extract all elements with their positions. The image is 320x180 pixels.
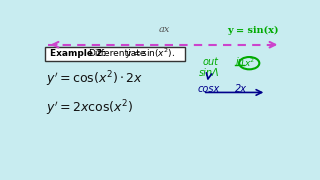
Text: $y' = \cos(x^2) \cdot 2x$: $y' = \cos(x^2) \cdot 2x$ — [46, 69, 144, 89]
Text: Example 2:: Example 2: — [50, 50, 106, 59]
Text: 2x: 2x — [235, 84, 247, 94]
Text: in: in — [235, 57, 244, 67]
Text: $y = \sin(x^2)$.: $y = \sin(x^2)$. — [125, 47, 176, 61]
Text: Differentiate: Differentiate — [88, 50, 146, 59]
Text: sinΛ: sinΛ — [199, 68, 220, 78]
Text: $y' = 2x\cos(x^2)$: $y' = 2x\cos(x^2)$ — [46, 98, 133, 118]
Text: cosx: cosx — [197, 84, 220, 94]
Text: y = sin(x): y = sin(x) — [227, 25, 279, 35]
Text: ax: ax — [158, 25, 170, 34]
Text: out: out — [203, 57, 219, 67]
Text: $x^2$: $x^2$ — [244, 57, 255, 69]
FancyBboxPatch shape — [45, 47, 185, 61]
